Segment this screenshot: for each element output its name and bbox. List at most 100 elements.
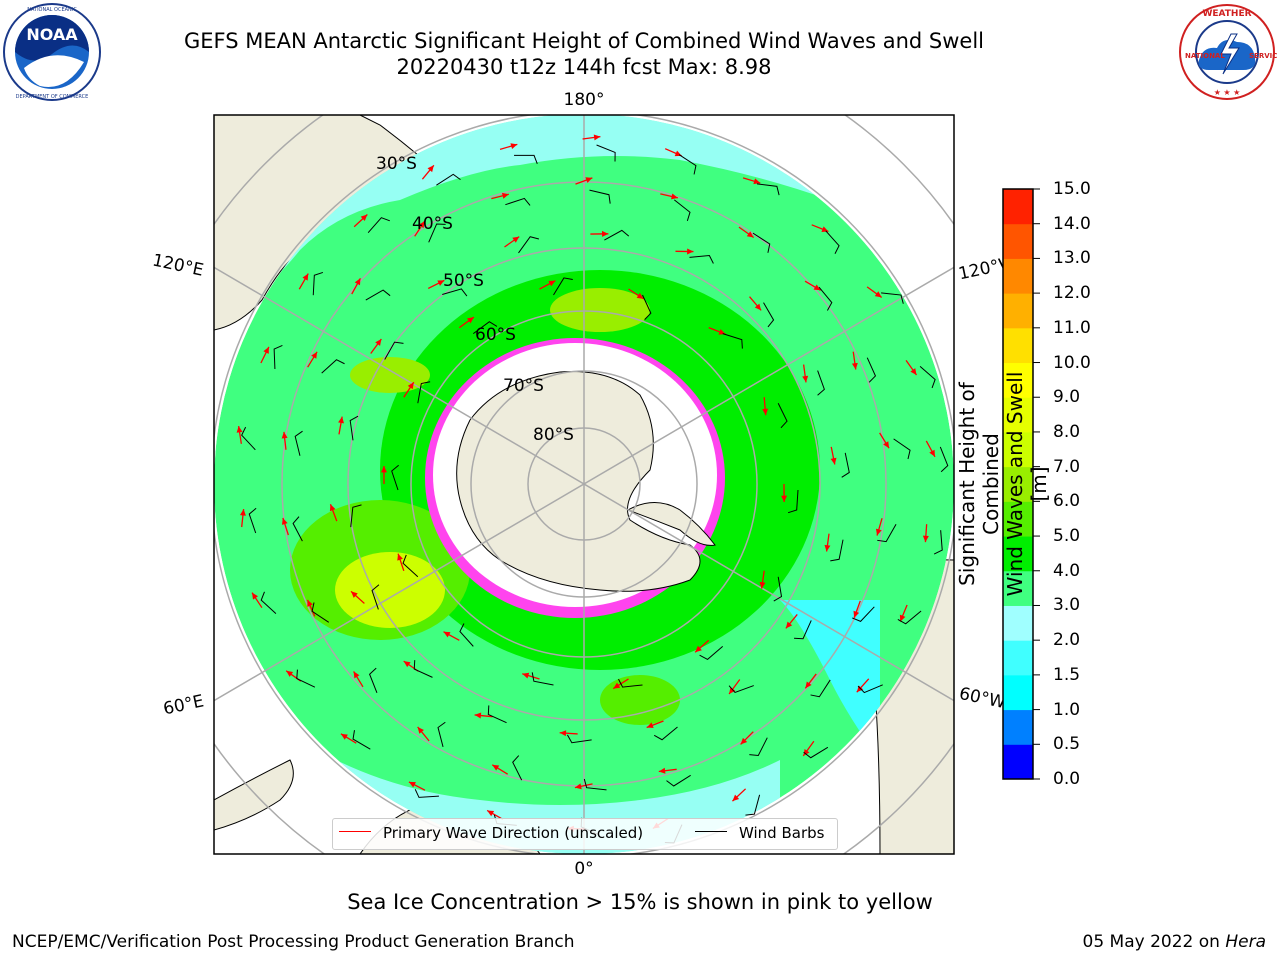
colorbar-frame (1002, 188, 1034, 780)
wave-arrow-head (407, 382, 414, 390)
wave-arrow-head (252, 592, 259, 600)
wind-barb (311, 602, 330, 623)
wind-barbs (241, 144, 949, 844)
wave-arrow-head (427, 165, 434, 173)
wave-arrow-head (856, 685, 864, 693)
footer-date-text: 05 May 2022 on (1082, 932, 1226, 952)
wind-barb (514, 154, 538, 164)
colorbar-tick-label: 9.0 (1053, 387, 1081, 408)
wind-barb (248, 507, 257, 534)
colorbar-segment (1003, 466, 1033, 502)
wave-arrow-head (474, 712, 482, 719)
colorbar-tick-label: 1.5 (1053, 664, 1081, 685)
legend-barb-label: Wind Barbs (739, 824, 825, 842)
colorbar-label: Significant Height of Combined Wind Wave… (955, 354, 1051, 614)
wave-direction-arrows (236, 134, 936, 832)
wave-arrow-head (781, 495, 788, 502)
wind-barb (349, 415, 359, 441)
wave-arrow-head (746, 231, 754, 238)
wave-arrow-head (338, 416, 344, 424)
wave-arrow-head (417, 726, 424, 734)
madagascar-land (214, 759, 294, 831)
colorbar-segment (1003, 362, 1033, 398)
wind-barb (722, 333, 743, 349)
chart-subtitle-forecast: 20220430 t12z 144h fcst Max: 8.98 (396, 55, 772, 79)
colorbar-segment (1003, 709, 1033, 745)
colorbar-tick-label: 10.0 (1053, 352, 1091, 373)
wind-barb (939, 446, 949, 473)
wave-arrow-head (732, 794, 740, 802)
wind-barb (604, 229, 630, 241)
svg-text:NATIONAL OCEANIC: NATIONAL OCEANIC (27, 7, 77, 13)
wind-barb (312, 271, 324, 296)
wave-arrow-head (803, 748, 810, 756)
wave-arrow-head (718, 329, 726, 335)
wave-arrow-head (687, 248, 694, 255)
footer-date: 05 May 2022 on Hera (1083, 932, 1267, 952)
colorbar-segment (1003, 293, 1033, 329)
wave-arrow-head (813, 284, 821, 291)
wave-arrow-head (397, 553, 403, 561)
wind-barb (773, 576, 783, 602)
wave-arrow-head (658, 767, 666, 774)
lat-label-30s: 30°S (376, 154, 417, 174)
wave-arrow-head (559, 730, 567, 737)
chart-title: GEFS MEAN Antarctic Significant Height o… (183, 29, 985, 53)
colorbar-segment (1003, 258, 1033, 294)
wind-barb (436, 173, 461, 186)
lat-label-50s: 50°S (443, 271, 484, 291)
wind-barb (352, 730, 371, 750)
wave-arrow-head (487, 810, 495, 817)
wind-barb (852, 606, 875, 622)
colorbar-tick-label: 1.0 (1053, 699, 1081, 720)
wave-arrow-head (510, 143, 518, 149)
wave-arrow-head (636, 292, 644, 299)
wind-barb (414, 789, 439, 798)
wave-arrow-head (375, 338, 382, 346)
colorbar-tick-label: 0.0 (1053, 769, 1081, 789)
wind-barb (442, 288, 468, 297)
wind-barb (749, 737, 768, 757)
wave-arrow-head (729, 687, 736, 695)
footer-branch: NCEP/EMC/Verification Post Processing Pr… (12, 932, 575, 952)
wave-arrow-head (821, 226, 829, 232)
wind-barb (830, 539, 844, 562)
wind-barb (810, 679, 831, 698)
wind-barb (531, 672, 554, 686)
wind-barb (699, 645, 724, 661)
wave-arrow-head (671, 193, 678, 200)
svg-text:DEPARTMENT OF COMMERCE: DEPARTMENT OF COMMERCE (16, 94, 89, 100)
wave-arrow-head (360, 214, 368, 221)
colorbar-tick-label: 4.0 (1053, 560, 1081, 581)
colorbar-tick-label: 14.0 (1053, 213, 1091, 234)
wind-barb (553, 277, 573, 296)
map-legend: Primary Wave Direction (unscaled) Wind B… (332, 818, 838, 850)
wave-arrow-head (853, 610, 860, 618)
legend-wave-label: Primary Wave Direction (unscaled) (383, 824, 644, 842)
wind-barb (512, 755, 523, 781)
noaa-logo: NOAA NATIONAL OCEANIC DEPARTMENT OF COMM… (3, 3, 101, 101)
wave-arrow-head (418, 221, 425, 229)
wave-arrow-head (492, 764, 500, 771)
colorbar-segment (1003, 189, 1033, 225)
wind-barb (518, 236, 540, 254)
wave-arrow-head (875, 528, 882, 536)
map-frame (213, 114, 955, 855)
wind-barb (678, 154, 697, 175)
svg-text:NOAA: NOAA (26, 25, 78, 44)
wave-arrow-head (805, 681, 812, 689)
wind-barb (417, 381, 431, 404)
antarctic-peninsula (626, 502, 716, 546)
colorbar-segment (1003, 640, 1033, 676)
colorbar-tick-label: 0.5 (1053, 734, 1081, 755)
wave-arrow-head (753, 178, 761, 185)
wave-arrow-head (574, 783, 582, 790)
colorbar-tick-label: 5.0 (1053, 526, 1081, 547)
wave-arrow-head (883, 441, 890, 449)
wind-barb (817, 370, 825, 396)
colorbar-tick-label: 11.0 (1053, 317, 1091, 338)
wind-barb (803, 746, 829, 759)
colorbar-segment (1003, 605, 1033, 641)
sea-ice-note: Sea Ice Concentration > 15% is shown in … (347, 890, 933, 914)
wave-arrow-head (824, 544, 831, 552)
